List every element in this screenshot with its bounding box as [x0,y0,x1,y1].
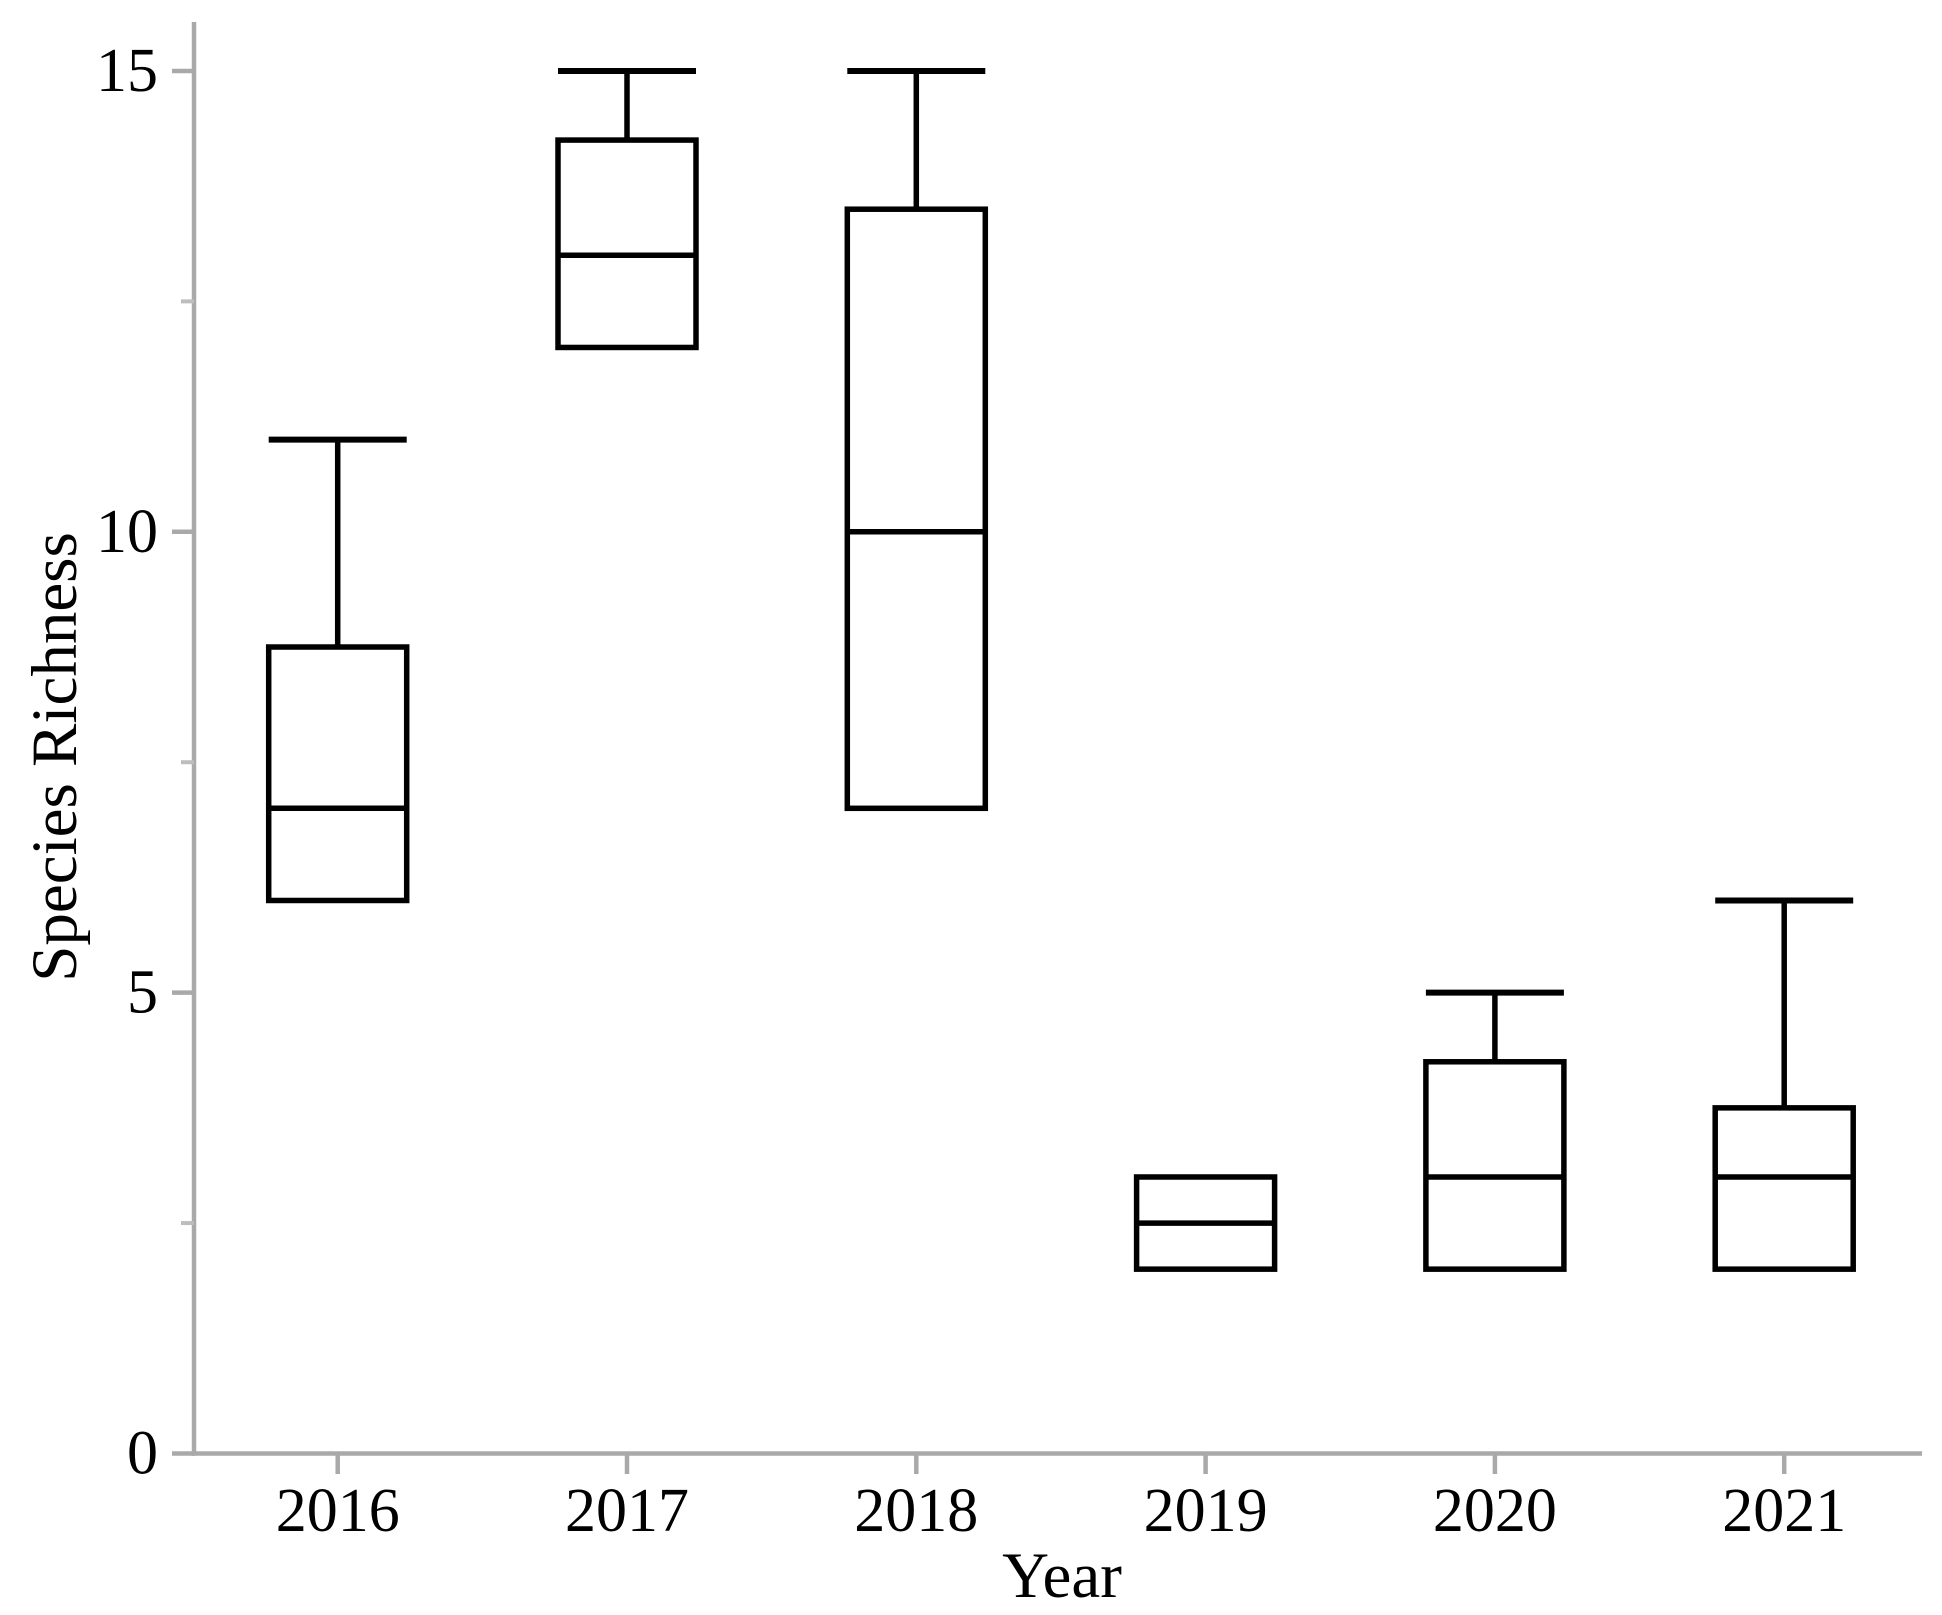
x-axis-ticks: 2016 2017 2018 2019 2020 2021 [276,1453,1846,1545]
axis-lines [191,22,1922,1456]
box-2019 [1133,1174,1278,1272]
box-2017 [555,67,699,351]
x-tick-label: 2017 [565,1477,689,1545]
x-tick-label: 2020 [1433,1477,1557,1545]
x-tick-label: 2021 [1722,1477,1846,1545]
box-2020 [1423,989,1567,1272]
x-tick-label: 2018 [854,1477,978,1545]
box-2021 [1712,897,1856,1272]
y-tick-label: 10 [96,498,158,566]
box-2018 [844,67,989,812]
y-tick-label: 0 [127,1420,158,1488]
y-tick-label: 15 [96,37,158,105]
y-tick-label: 5 [127,959,158,1027]
box-series [265,67,1856,1272]
iqr-box [844,206,989,812]
y-axis-title: Species Richness [19,532,91,982]
box-2016 [265,436,410,904]
x-tick-label: 2019 [1144,1477,1268,1545]
iqr-box [555,137,699,351]
x-tick-label: 2016 [276,1477,400,1545]
iqr-box [1712,1105,1856,1272]
iqr-box [1423,1059,1567,1272]
x-axis-title: Year [1002,1540,1122,1612]
iqr-box [265,644,410,904]
y-axis-ticks: 0 5 10 15 [96,37,194,1488]
